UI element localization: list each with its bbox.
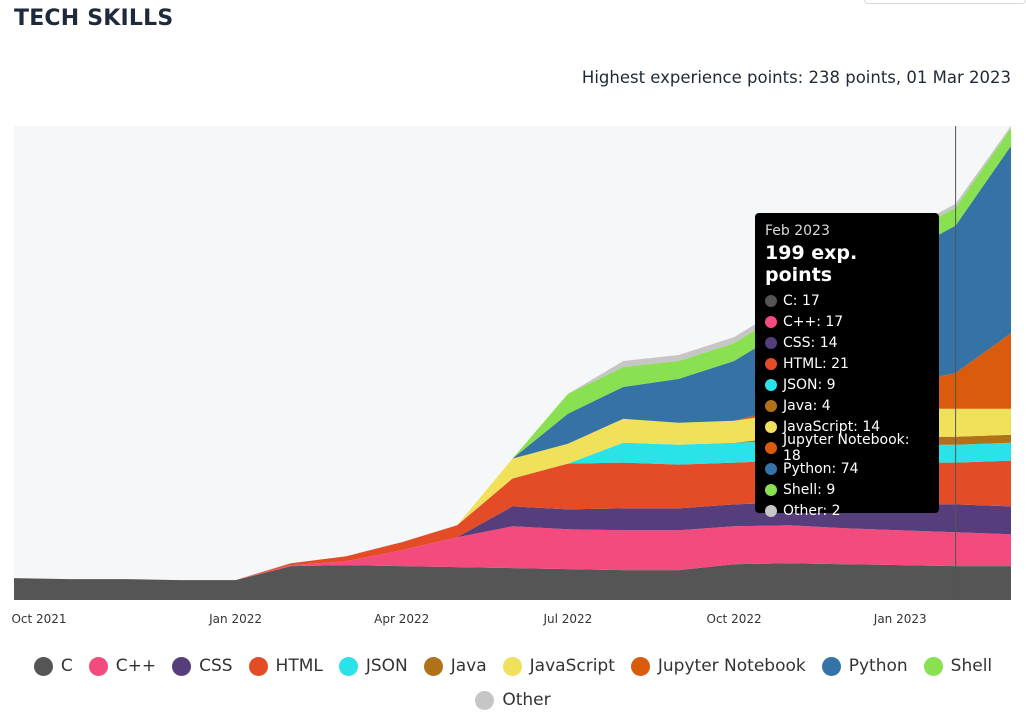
legend-item-c[interactable]: C [33,654,73,678]
tooltip-swatch-icon [765,462,777,475]
tooltip-swatch-icon [765,336,777,349]
legend-label: Python [848,656,908,676]
legend-item-jupyter-notebook[interactable]: Jupyter Notebook [630,654,806,678]
area-c[interactable] [14,563,1011,600]
legend-swatch-icon [33,656,53,676]
legend-label: HTML [275,656,323,676]
legend-item-json[interactable]: JSON [338,654,408,678]
x-tick-label: Jan 2022 [208,612,262,626]
area-c-[interactable] [14,525,1011,581]
tooltip-row: Other: 2 [765,500,929,521]
tooltip-row-label: JavaScript: 14 [783,418,881,435]
legend-label: Jupyter Notebook [657,656,806,676]
page-title: TECH SKILLS [14,6,174,31]
legend-swatch-icon [502,656,522,676]
legend-label: Shell [950,656,993,676]
x-tick-label: Oct 2022 [707,612,762,626]
tooltip-row: Java: 4 [765,395,929,416]
tooltip-swatch-icon [765,315,777,328]
tooltip-row-label: Other: 2 [783,502,841,519]
legend-item-shell[interactable]: Shell [923,654,993,678]
legend-item-python[interactable]: Python [821,654,908,678]
tooltip-row-label: Java: 4 [783,397,831,414]
legend-label: C++ [115,656,157,676]
tooltip-swatch-icon [765,420,777,433]
chart-legend: C C++ CSS HTML JSON Java JavaScript Jupyter Not… [0,650,1026,718]
legend-swatch-icon [172,656,192,676]
tooltip-row: C++: 17 [765,311,929,332]
highest-points-label: Highest experience points: 238 points, 0… [581,68,1011,87]
tooltip-rows: C: 17 C++: 17 CSS: 14 HTML: 21 JSON: 9 Java: … [765,290,929,521]
tooltip-total: 199 exp. points [765,242,858,286]
legend-item-c-[interactable]: C++ [88,654,157,678]
tooltip-row-label: Shell: 9 [783,481,836,498]
tooltip-month: Feb 2023 [765,223,830,239]
legend-swatch-icon [821,656,841,676]
tooltip-swatch-icon [765,399,777,412]
legend-label: CSS [199,656,233,676]
tooltip-row: Jupyter Notebook: 18 [765,432,929,464]
legend-swatch-icon [88,656,108,676]
legend-item-other[interactable]: Other [475,688,551,712]
tooltip-swatch-icon [765,378,777,391]
tooltip-swatch-icon [765,483,777,496]
tooltip-row-label: CSS: 14 [783,334,838,351]
x-tick-label: Oct 2021 [11,612,66,626]
tooltip-row-label: JSON: 9 [783,376,836,393]
tooltip-row-label: C: 17 [783,292,820,309]
tooltip-row-label: C++: 17 [783,313,844,330]
area-css[interactable] [14,502,1011,581]
tooltip-row: Python: 74 [765,458,929,479]
legend-label: JavaScript [529,656,615,676]
legend-item-java[interactable]: Java [423,654,487,678]
legend-swatch-icon [630,656,650,676]
tooltip-row: CSS: 14 [765,332,929,353]
tooltip-row-label: Jupyter Notebook: 18 [783,431,910,464]
legend-label: Java [450,656,487,676]
tooltip-swatch-icon [765,441,777,454]
legend-swatch-icon [248,656,268,676]
tooltip-row-label: HTML: 21 [783,355,849,372]
x-tick-label: Jan 2023 [873,612,927,626]
legend-swatch-icon [338,656,358,676]
tooltip-swatch-icon [765,357,777,370]
tooltip-row: HTML: 21 [765,353,929,374]
legend-item-html[interactable]: HTML [248,654,323,678]
legend-item-css[interactable]: CSS [172,654,233,678]
tooltip-row: C: 17 [765,290,929,311]
tooltip-swatch-icon [765,294,777,307]
x-tick-label: Jul 2022 [542,612,592,626]
chart-tooltip: Feb 2023 199 exp. points C: 17 C++: 17 CSS… [755,213,939,519]
tooltip-row: JavaScript: 14 [765,416,929,437]
legend-swatch-icon [923,656,943,676]
legend-label: Other [502,690,551,710]
legend-label: C [60,656,73,676]
x-tick-label: Apr 2022 [374,612,429,626]
tooltip-row: Shell: 9 [765,479,929,500]
legend-swatch-icon [423,656,443,676]
tooltip-row-label: Python: 74 [783,460,859,477]
legend-swatch-icon [475,690,495,710]
tooltip-swatch-icon [765,504,777,517]
legend-item-javascript[interactable]: JavaScript [502,654,615,678]
legend-label: JSON [365,656,408,676]
tooltip-row: JSON: 9 [765,374,929,395]
